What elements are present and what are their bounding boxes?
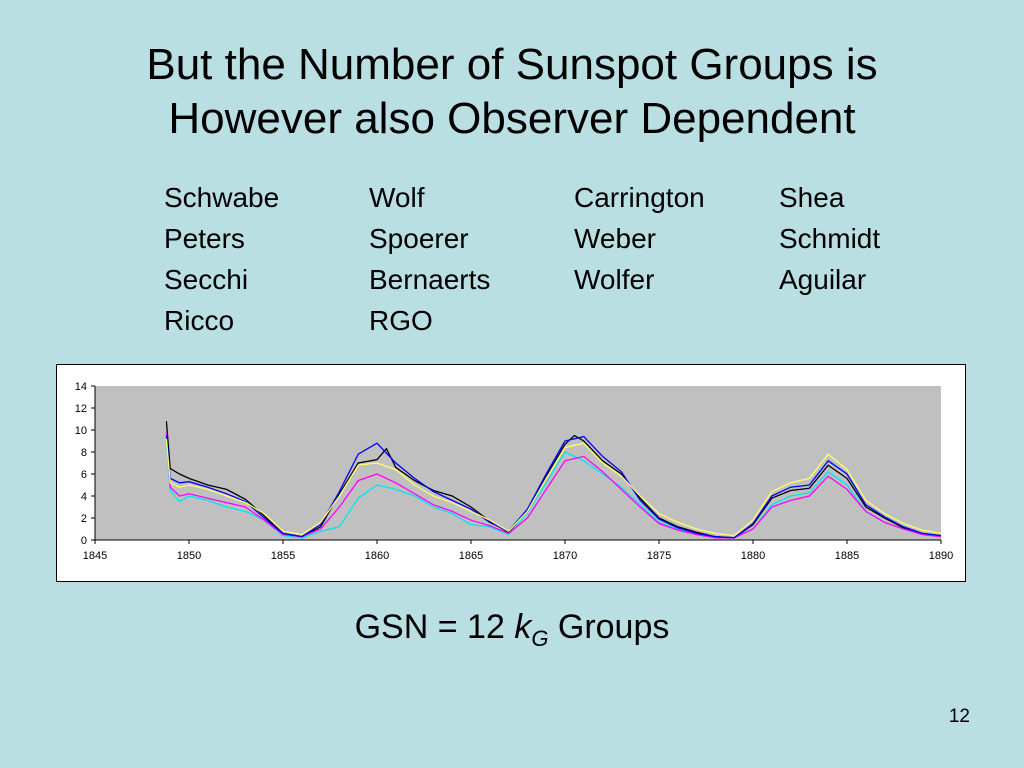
observer-name: Ricco xyxy=(164,305,235,336)
series-line-4 xyxy=(165,435,942,539)
x-tick-label: 1850 xyxy=(177,550,201,562)
y-tick-label: 0 xyxy=(81,535,87,547)
formula-subscript: G xyxy=(531,625,549,651)
x-tick-label: 1860 xyxy=(365,550,389,562)
y-tick-label: 14 xyxy=(75,381,87,393)
y-tick-label: 2 xyxy=(81,513,87,525)
y-tick-label: 12 xyxy=(75,403,87,415)
slide-title-line-2: However also Observer Dependent xyxy=(168,94,856,143)
x-tick-label: 1880 xyxy=(741,550,765,562)
page-number: 12 xyxy=(948,706,970,727)
x-tick-label: 1845 xyxy=(83,550,107,562)
formula-k: k xyxy=(514,608,532,646)
x-tick-label: 1870 xyxy=(553,550,577,562)
observer-name: Schmidt xyxy=(779,223,881,254)
x-tick-label: 1885 xyxy=(835,550,859,562)
formula-prefix: GSN = 12 xyxy=(354,608,515,646)
y-tick-label: 10 xyxy=(75,425,87,437)
observer-name: RGO xyxy=(369,305,433,336)
observer-name: Shea xyxy=(779,182,845,213)
x-tick-label: 1875 xyxy=(647,550,671,562)
slide-title-line-1: But the Number of Sunspot Groups is xyxy=(146,40,878,89)
chart-svg: 0 2 4 6 8 10 12 14 1845 1850 1855 1860 1865 1870 1875 1… xyxy=(75,381,953,562)
series-line-5 xyxy=(165,438,942,537)
sunspot-group-chart: 0 2 4 6 8 10 12 14 1845 1850 1855 1860 1865 1870 1875 1… xyxy=(56,364,966,582)
formula-suffix: Groups xyxy=(548,608,670,646)
observer-name: Carrington xyxy=(574,182,705,213)
y-tick-label: 6 xyxy=(81,469,87,481)
observer-name: Schwabe xyxy=(164,182,280,213)
slide-title: But the Number of Sunspot Groups is Howe… xyxy=(0,38,1024,146)
observer-list: Schwabe Wolf Carrington Shea Peters Spoe… xyxy=(164,180,939,344)
observer-name: Peters xyxy=(164,223,245,254)
plot-area xyxy=(95,386,941,540)
observer-name: Bernaerts xyxy=(369,264,491,295)
y-tick-label: 8 xyxy=(81,447,87,459)
y-tick-label: 4 xyxy=(81,491,87,503)
x-tick-label: 1855 xyxy=(271,550,295,562)
observer-name: Wolf xyxy=(369,182,425,213)
observer-name: Wolfer xyxy=(574,264,655,295)
observer-name: Spoerer xyxy=(369,223,469,254)
x-tick-label: 1865 xyxy=(459,550,483,562)
series-line-1 xyxy=(165,421,942,539)
observer-name: Weber xyxy=(574,223,656,254)
observer-name: Aguilar xyxy=(779,264,867,295)
gsn-formula: GSN = 12 kG Groups xyxy=(0,608,1024,652)
observer-name: Secchi xyxy=(164,264,249,295)
series-line-3 xyxy=(165,432,942,539)
x-tick-label: 1890 xyxy=(929,550,953,562)
